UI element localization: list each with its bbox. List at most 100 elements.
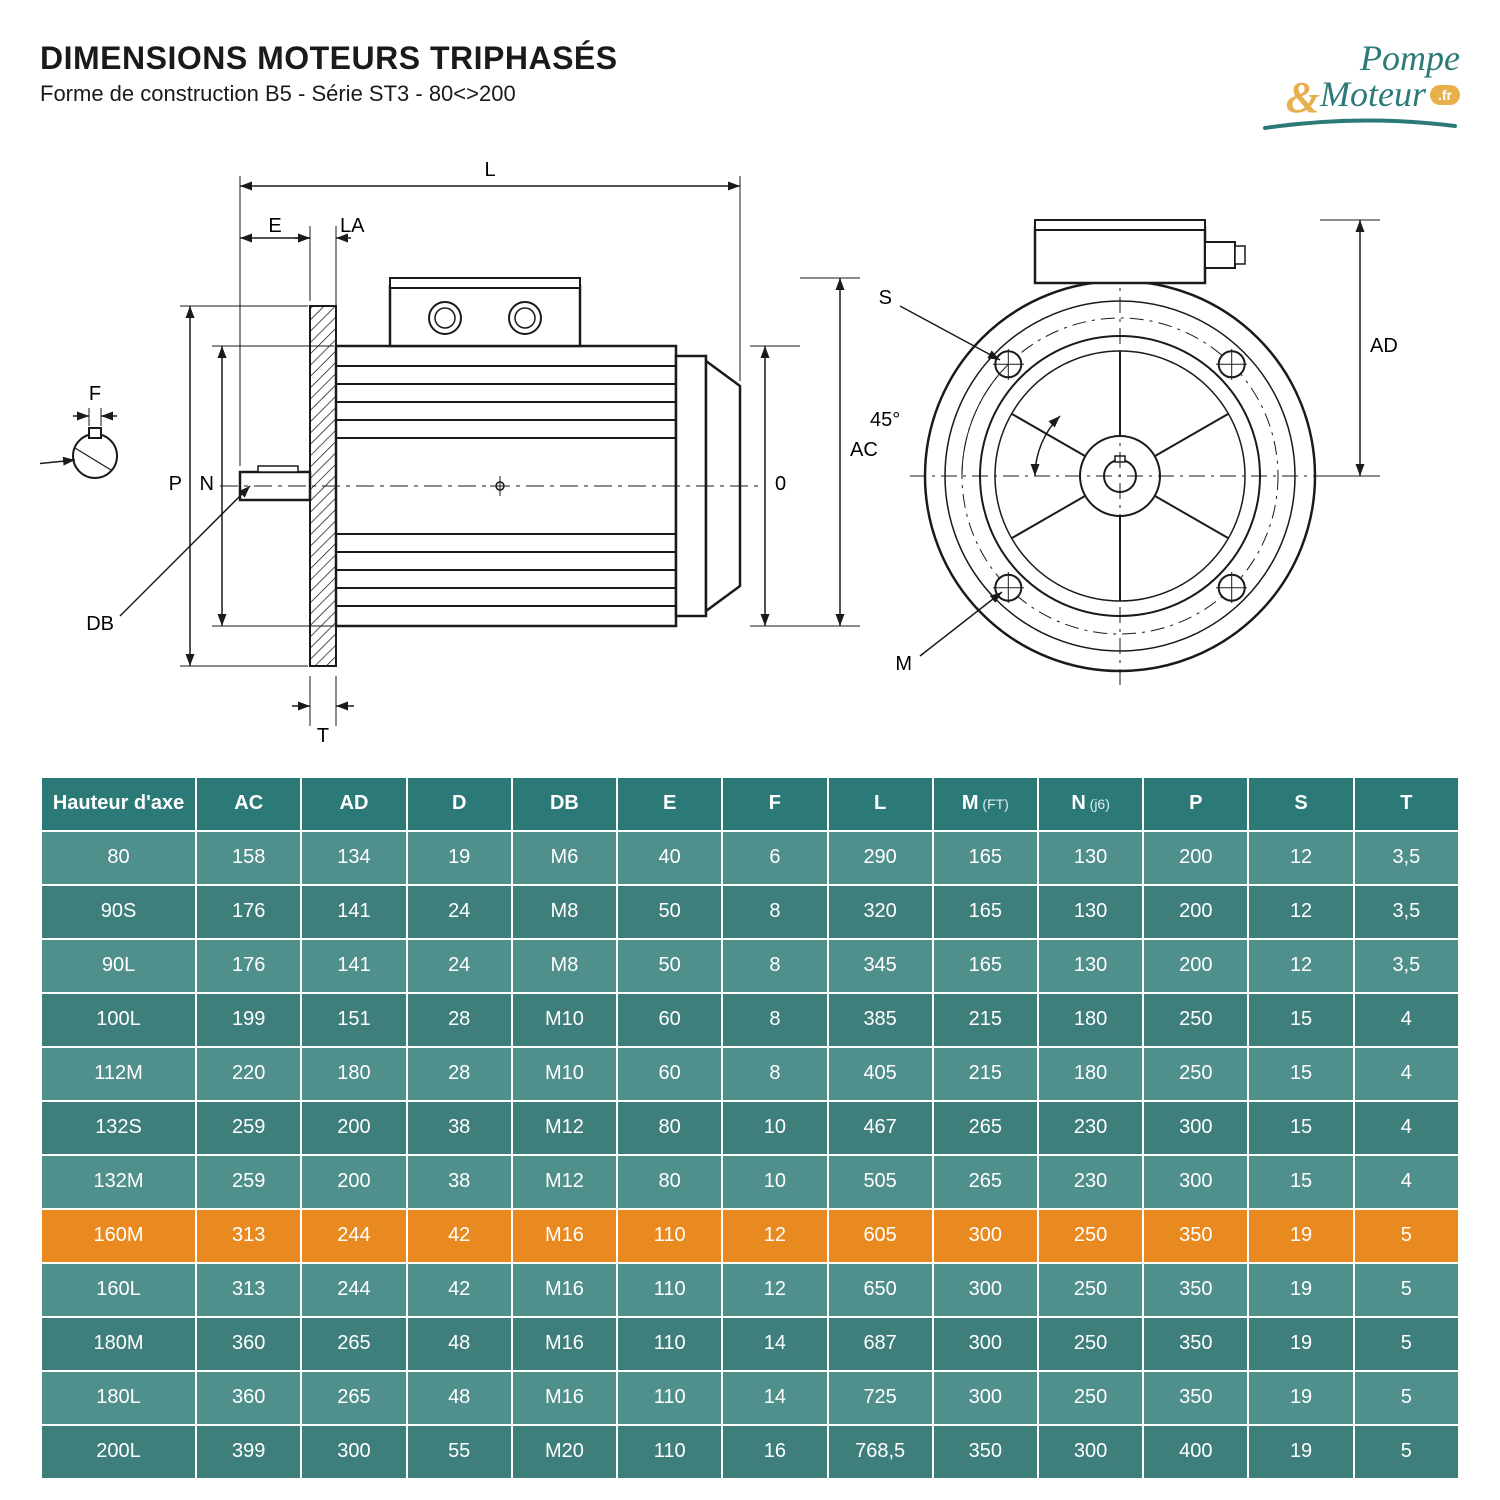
table-cell: 200 <box>1144 940 1247 992</box>
table-cell: 180 <box>302 1048 405 1100</box>
table-cell: 15 <box>1249 1102 1352 1154</box>
table-cell: 350 <box>1144 1264 1247 1316</box>
table-row: 90L17614124M8508345165130200123,5 <box>42 940 1458 992</box>
table-cell: M16 <box>513 1372 616 1424</box>
table-cell: 38 <box>408 1102 511 1154</box>
table-cell: 200L <box>42 1426 195 1478</box>
table-cell: 48 <box>408 1318 511 1370</box>
table-cell: 605 <box>829 1210 932 1262</box>
table-cell: 345 <box>829 940 932 992</box>
table-cell: 200 <box>302 1102 405 1154</box>
table-cell: 3,5 <box>1355 940 1458 992</box>
label-la: LA <box>340 215 365 237</box>
table-cell: 141 <box>302 940 405 992</box>
table-cell: M16 <box>513 1210 616 1262</box>
brand-logo: Pompe &Moteur.fr <box>1260 40 1460 136</box>
label-ac: AC <box>850 439 878 461</box>
dimensions-table: Hauteur d'axeACADDDBEFLM (FT)N (j6)PST80… <box>40 776 1460 1480</box>
table-cell: 467 <box>829 1102 932 1154</box>
table-row: 180M36026548M1611014687300250350195 <box>42 1318 1458 1370</box>
table-cell: 300 <box>934 1210 1037 1262</box>
table-cell: 110 <box>618 1426 721 1478</box>
label-n: N <box>200 473 214 495</box>
table-cell: M12 <box>513 1156 616 1208</box>
table-cell: 12 <box>1249 832 1352 884</box>
table-cell: 265 <box>302 1372 405 1424</box>
table-cell: 768,5 <box>829 1426 932 1478</box>
table-cell: 176 <box>197 940 300 992</box>
label-db: DB <box>86 613 114 635</box>
table-cell: 8 <box>723 994 826 1046</box>
label-ad: AD <box>1370 335 1398 357</box>
table-cell: 400 <box>1144 1426 1247 1478</box>
label-p: P <box>169 473 182 495</box>
side-view: L E LA P N DB T 0 <box>86 159 878 747</box>
table-cell: 725 <box>829 1372 932 1424</box>
table-cell: 12 <box>723 1264 826 1316</box>
table-row: 160M31324442M1611012605300250350195 <box>42 1210 1458 1262</box>
table-row: 8015813419M6406290165130200123,5 <box>42 832 1458 884</box>
table-cell: 4 <box>1355 994 1458 1046</box>
table-row: 180L36026548M1611014725300250350195 <box>42 1372 1458 1424</box>
table-cell: 80 <box>618 1102 721 1154</box>
table-cell: 50 <box>618 940 721 992</box>
table-cell: 6 <box>723 832 826 884</box>
table-cell: 5 <box>1355 1372 1458 1424</box>
table-cell: 14 <box>723 1318 826 1370</box>
table-cell: 300 <box>1144 1102 1247 1154</box>
title-block: DIMENSIONS MOTEURS TRIPHASÉS Forme de co… <box>40 40 618 107</box>
table-cell: 165 <box>934 886 1037 938</box>
table-cell: 300 <box>1039 1426 1142 1478</box>
table-cell: 360 <box>197 1372 300 1424</box>
table-cell: 112M <box>42 1048 195 1100</box>
table-cell: 160M <box>42 1210 195 1262</box>
table-cell: 5 <box>1355 1318 1458 1370</box>
col-header: S <box>1249 778 1352 830</box>
table-cell: 110 <box>618 1210 721 1262</box>
label-angle: 45° <box>870 409 900 431</box>
table-cell: 5 <box>1355 1426 1458 1478</box>
table-cell: 360 <box>197 1318 300 1370</box>
table-cell: 180L <box>42 1372 195 1424</box>
table-cell: 42 <box>408 1264 511 1316</box>
logo-badge: .fr <box>1430 85 1460 105</box>
table-cell: 250 <box>1039 1264 1142 1316</box>
table-cell: 15 <box>1249 1156 1352 1208</box>
label-o: 0 <box>775 473 786 495</box>
table-cell: 505 <box>829 1156 932 1208</box>
col-header: E <box>618 778 721 830</box>
table-row: 132M25920038M128010505265230300154 <box>42 1156 1458 1208</box>
label-e: E <box>268 215 281 237</box>
logo-swoosh-icon <box>1260 118 1460 132</box>
table-cell: 399 <box>197 1426 300 1478</box>
page-subtitle: Forme de construction B5 - Série ST3 - 8… <box>40 81 618 107</box>
table-cell: M20 <box>513 1426 616 1478</box>
table-cell: 350 <box>934 1426 1037 1478</box>
table-cell: 199 <box>197 994 300 1046</box>
table-cell: 176 <box>197 886 300 938</box>
table-cell: 40 <box>618 832 721 884</box>
table-cell: 100L <box>42 994 195 1046</box>
table-cell: M8 <box>513 940 616 992</box>
col-header: AC <box>197 778 300 830</box>
table-header-row: Hauteur d'axeACADDDBEFLM (FT)N (j6)PST <box>42 778 1458 830</box>
table-cell: 110 <box>618 1372 721 1424</box>
table-cell: 15 <box>1249 994 1352 1046</box>
table-cell: 320 <box>829 886 932 938</box>
table-row: 200L39930055M2011016768,5350300400195 <box>42 1426 1458 1478</box>
table-cell: 405 <box>829 1048 932 1100</box>
table-cell: 90S <box>42 886 195 938</box>
table-cell: 19 <box>1249 1264 1352 1316</box>
table-cell: 132M <box>42 1156 195 1208</box>
table-cell: 38 <box>408 1156 511 1208</box>
table-cell: 134 <box>302 832 405 884</box>
table-cell: 14 <box>723 1372 826 1424</box>
table-cell: 19 <box>1249 1426 1352 1478</box>
table-cell: 24 <box>408 940 511 992</box>
table-cell: 250 <box>1039 1210 1142 1262</box>
table-cell: 250 <box>1144 1048 1247 1100</box>
table-cell: 215 <box>934 1048 1037 1100</box>
table-cell: 130 <box>1039 832 1142 884</box>
col-header: M (FT) <box>934 778 1037 830</box>
table-cell: 16 <box>723 1426 826 1478</box>
